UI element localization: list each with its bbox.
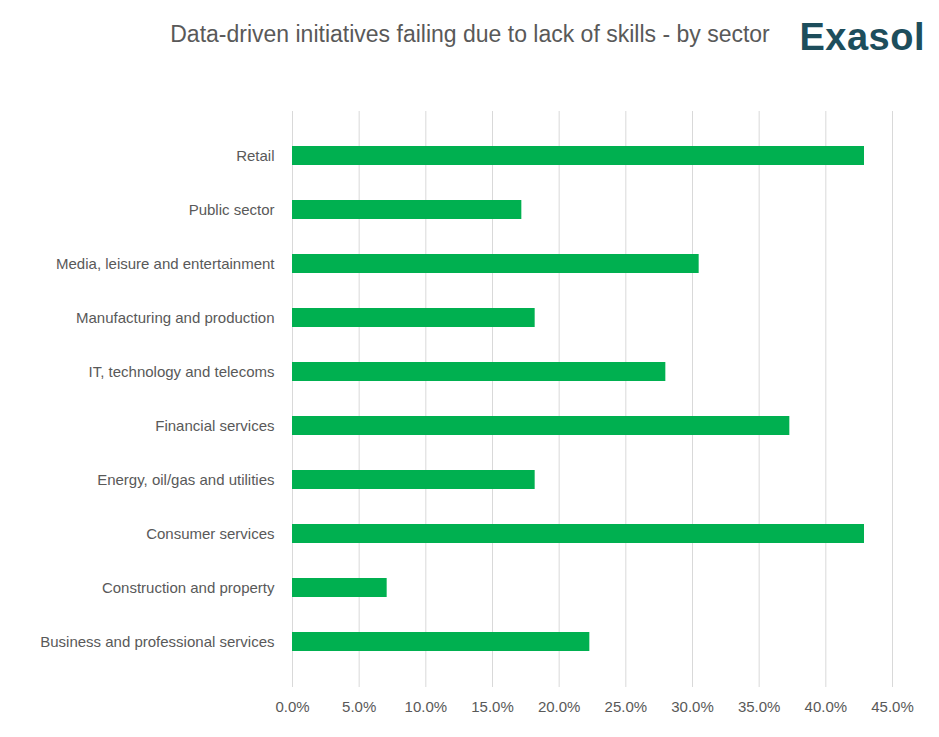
- svg-text:15.0%: 15.0%: [471, 698, 514, 715]
- svg-text:10.0%: 10.0%: [405, 698, 448, 715]
- svg-text:Business and professional serv: Business and professional services: [40, 633, 274, 650]
- html-text:Data-driven initiatives failin: Data-driven initiatives failing due to l…: [170, 21, 770, 47]
- svg-text:20.0%: 20.0%: [538, 698, 581, 715]
- svg-text:35.0%: 35.0%: [738, 698, 781, 715]
- svg-text:0.0%: 0.0%: [275, 698, 309, 715]
- svg-text:25.0%: 25.0%: [605, 698, 648, 715]
- svg-text:IT, technology and telecoms: IT, technology and telecoms: [89, 363, 275, 380]
- svg-text:Retail: Retail: [236, 147, 274, 164]
- html-text:Exasol: Exasol: [799, 16, 925, 58]
- svg-text:40.0%: 40.0%: [805, 698, 848, 715]
- svg-text:Manufacturing and production: Manufacturing and production: [76, 309, 274, 326]
- svg-text:Media, leisure and entertainme: Media, leisure and entertainment: [56, 255, 275, 272]
- svg-text:Consumer services: Consumer services: [146, 525, 274, 542]
- svg-text:Public sector: Public sector: [189, 201, 275, 218]
- svg-text:Energy, oil/gas and utilities: Energy, oil/gas and utilities: [97, 471, 274, 488]
- svg-text:45.0%: 45.0%: [871, 698, 914, 715]
- svg-text:5.0%: 5.0%: [342, 698, 376, 715]
- svg-text:Financial services: Financial services: [155, 417, 274, 434]
- svg-text:30.0%: 30.0%: [671, 698, 714, 715]
- svg-text:Construction and property: Construction and property: [102, 579, 275, 596]
